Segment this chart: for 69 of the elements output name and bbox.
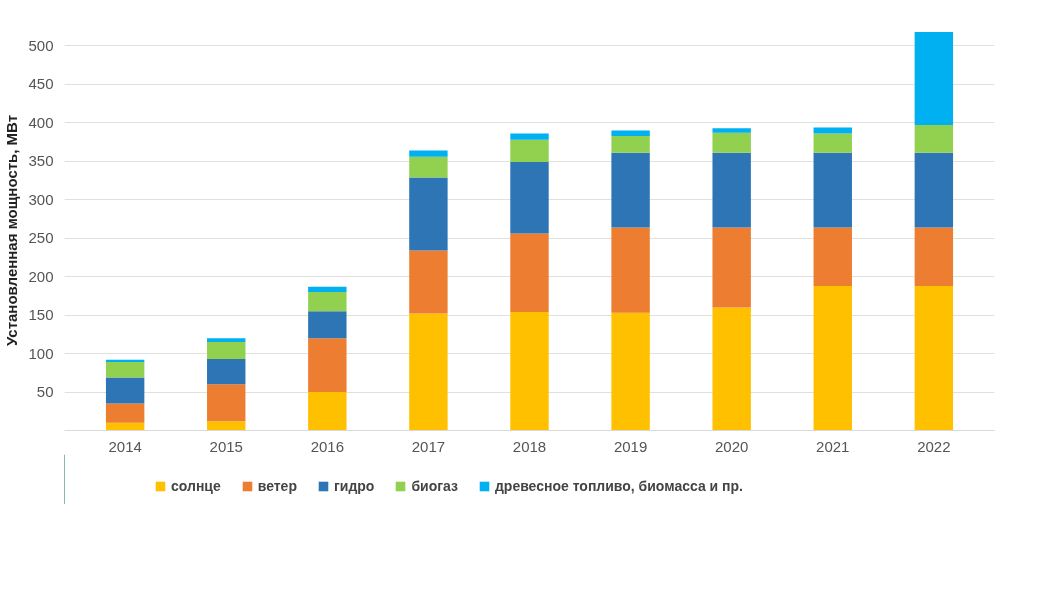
x-tick-label: 2022: [917, 437, 951, 455]
bar: [510, 139, 549, 163]
bar: [308, 292, 347, 312]
bar: [914, 285, 954, 431]
bar: [105, 403, 145, 423]
y-tick-label: 350: [28, 152, 54, 170]
bar: [611, 227, 650, 313]
bar: [813, 285, 852, 431]
bar: [308, 286, 347, 293]
bar: [105, 362, 145, 378]
bar: [510, 233, 549, 313]
bar: [510, 133, 549, 140]
bar: [712, 152, 751, 228]
y-tick-label: 300: [28, 190, 54, 208]
bar: [409, 313, 448, 431]
y-tick-label: 50: [36, 383, 54, 401]
y-axis-title: Установленная мощность, МВт: [3, 114, 21, 347]
bar: [105, 377, 145, 404]
y-tick-label: 450: [28, 75, 54, 93]
y-tick-label: 500: [28, 36, 54, 54]
bar: [611, 312, 650, 431]
x-tick-label: 2021: [816, 437, 850, 455]
x-tick-label: 2017: [411, 437, 446, 455]
bar: [712, 132, 751, 153]
bar: [409, 156, 448, 178]
bar: [207, 342, 246, 359]
bar: [914, 32, 954, 126]
legend-label: древесное топливо, биомасса и пр.: [494, 478, 743, 494]
x-tick-label: 2016: [310, 437, 345, 455]
bar: [611, 135, 650, 153]
bar: [813, 227, 852, 286]
bar: [611, 152, 650, 228]
x-tick-label: 2015: [209, 437, 243, 455]
bar: [207, 421, 246, 431]
bar: [611, 130, 650, 136]
y-tick-label: 100: [28, 344, 54, 362]
legend-label: гидро: [333, 478, 375, 494]
bar: [813, 133, 852, 153]
bar: [308, 338, 347, 393]
x-tick-label: 2018: [512, 437, 547, 455]
bar: [308, 392, 347, 431]
bar: [510, 162, 549, 234]
bar: [813, 127, 852, 134]
y-tick-label: 400: [28, 113, 54, 131]
bar: [105, 422, 145, 431]
y-tick-label: 200: [28, 267, 54, 285]
bar: [712, 128, 751, 133]
bar: [510, 312, 549, 431]
bar: [813, 152, 852, 228]
legend-label: биогаз: [411, 478, 458, 494]
legend-label: солнце: [171, 478, 221, 494]
x-tick-label: 2019: [613, 437, 648, 455]
bar: [712, 307, 751, 431]
bar: [308, 311, 347, 339]
bar: [712, 227, 751, 308]
bar: [914, 125, 954, 153]
bar: [914, 152, 954, 228]
x-tick-label: 2020: [714, 437, 749, 455]
bar: [409, 150, 448, 157]
legend-label: ветер: [257, 478, 297, 494]
y-tick-label: 250: [28, 229, 54, 247]
bar: [409, 250, 448, 314]
x-tick-label: 2014: [108, 437, 142, 455]
bar: [409, 177, 448, 251]
bar: [207, 338, 246, 343]
y-tick-label: 150: [28, 306, 54, 324]
bar: [207, 358, 246, 385]
bar: [914, 227, 954, 286]
bar: [207, 384, 246, 422]
